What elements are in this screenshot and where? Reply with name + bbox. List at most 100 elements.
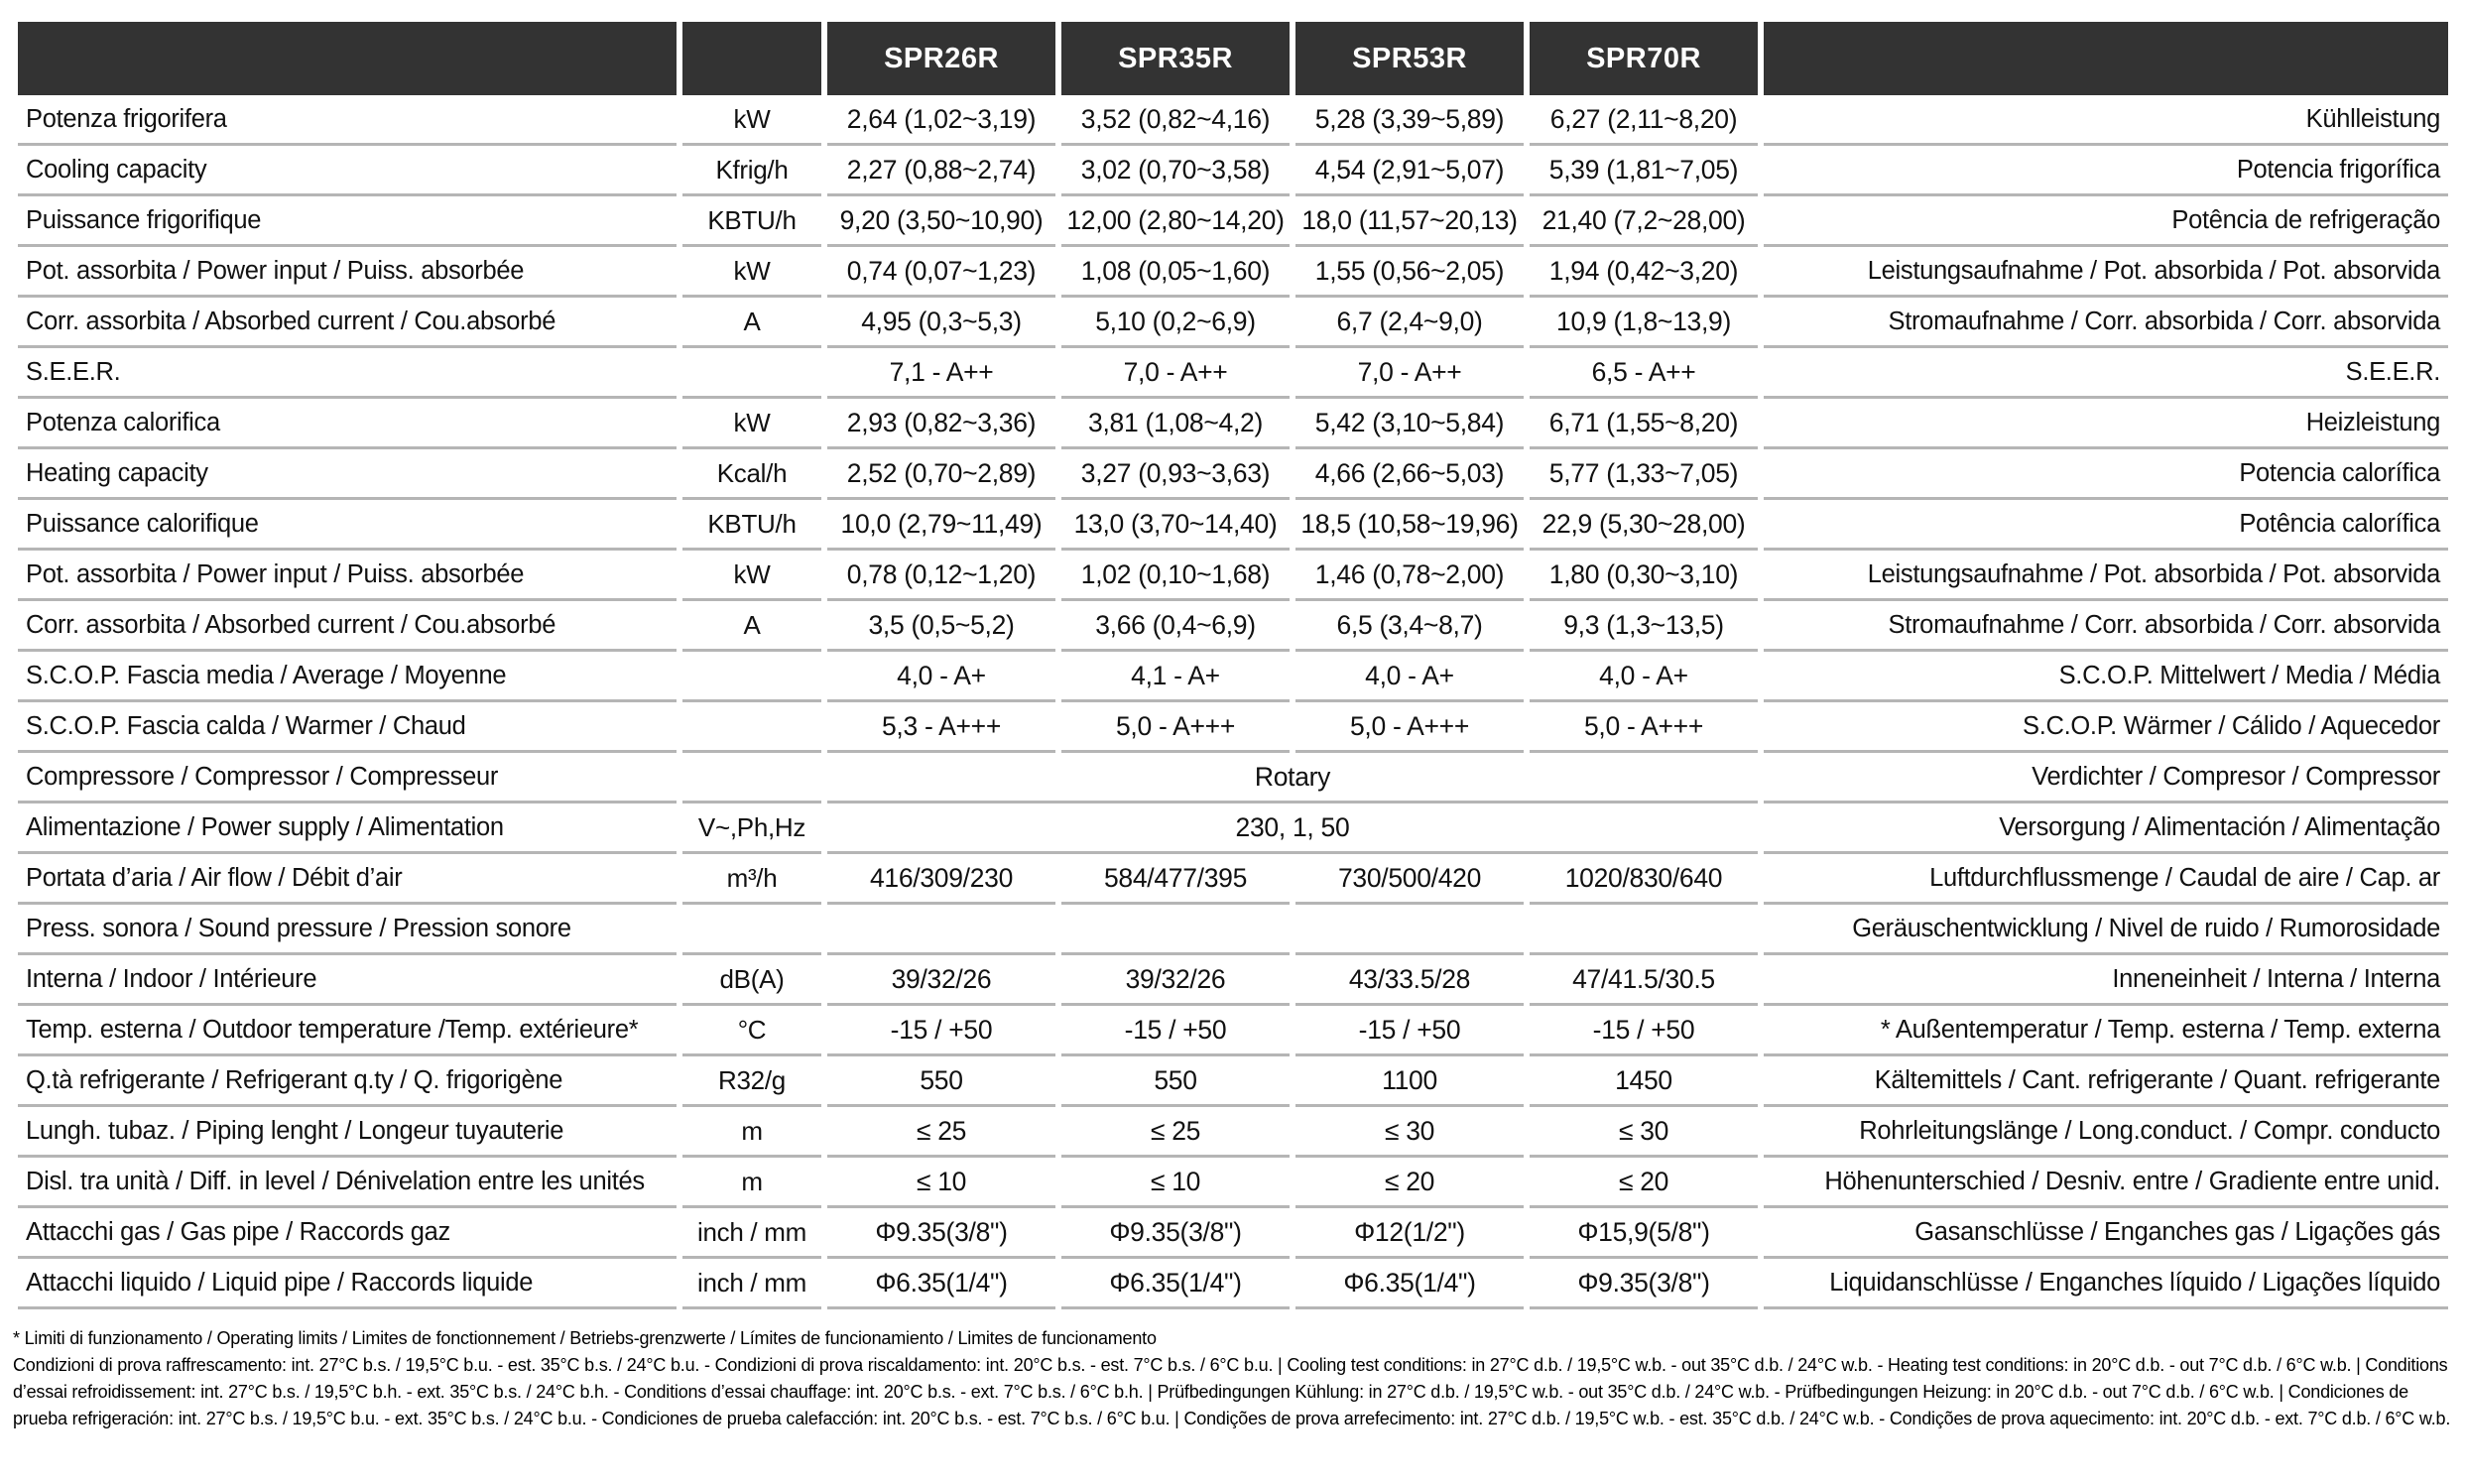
- row-value-spr53r: 4,54 (2,91~5,07): [1295, 146, 1524, 196]
- row-value-spr53r: 43/33.5/28: [1295, 955, 1524, 1006]
- row-unit: [682, 652, 821, 702]
- row-value-spr53r: 5,0 - A+++: [1295, 702, 1524, 753]
- row-value-spr53r: ≤ 30: [1295, 1107, 1524, 1158]
- row-label-left: Disl. tra unità / Diff. in level / Déniv…: [18, 1158, 677, 1208]
- row-label-right: Stromaufnahme / Corr. absorbida / Corr. …: [1764, 601, 2448, 652]
- row-value-spr26r: [827, 905, 1055, 955]
- row-value-spr35r: 3,81 (1,08~4,2): [1061, 399, 1290, 449]
- row-value-spr70r: -15 / +50: [1530, 1006, 1758, 1056]
- row-unit: R32/g: [682, 1056, 821, 1107]
- table-row: Potenza calorifica kW 2,93 (0,82~3,36) 3,81…: [18, 399, 2448, 449]
- row-value-spr26r: 39/32/26: [827, 955, 1055, 1006]
- row-value-spr53r: 730/500/420: [1295, 854, 1524, 905]
- row-value-spr26r: ≤ 25: [827, 1107, 1055, 1158]
- model-header-spr70r: SPR70R: [1530, 22, 1758, 95]
- row-value-spr70r: 4,0 - A+: [1530, 652, 1758, 702]
- row-value-spr26r: 3,5 (0,5~5,2): [827, 601, 1055, 652]
- row-value-spr26r: 4,0 - A+: [827, 652, 1055, 702]
- row-value-spr70r: 5,39 (1,81~7,05): [1530, 146, 1758, 196]
- table-row: Portata d’aria / Air flow / Débit d’air m…: [18, 854, 2448, 905]
- row-label-left: Alimentazione / Power supply / Alimentat…: [18, 804, 677, 854]
- row-value-spr53r: 4,66 (2,66~5,03): [1295, 449, 1524, 500]
- row-label-right: Stromaufnahme / Corr. absorbida / Corr. …: [1764, 298, 2448, 348]
- row-unit: °C: [682, 1006, 821, 1056]
- table-row: Potenza frigorifera kW 2,64 (1,02~3,19) 3,5…: [18, 95, 2448, 146]
- row-value-spr26r: 4,95 (0,3~5,3): [827, 298, 1055, 348]
- row-value-spr70r: [1530, 905, 1758, 955]
- row-value-spr35r: 3,27 (0,93~3,63): [1061, 449, 1290, 500]
- row-value-spr70r: 1,94 (0,42~3,20): [1530, 247, 1758, 298]
- row-unit: kW: [682, 399, 821, 449]
- row-label-left: Portata d’aria / Air flow / Débit d’air: [18, 854, 677, 905]
- table-row: Corr. assorbita / Absorbed current / Cou…: [18, 601, 2448, 652]
- row-value-spr53r: 6,7 (2,4~9,0): [1295, 298, 1524, 348]
- row-value-spr26r: -15 / +50: [827, 1006, 1055, 1056]
- row-value-spr53r: 1,55 (0,56~2,05): [1295, 247, 1524, 298]
- row-unit: A: [682, 601, 821, 652]
- table-row: Q.tà refrigerante / Refrigerant q.ty / Q…: [18, 1056, 2448, 1107]
- row-label-right: S.C.O.P. Mittelwert / Media / Média: [1764, 652, 2448, 702]
- row-unit: m: [682, 1158, 821, 1208]
- row-value-spr26r: 5,3 - A+++: [827, 702, 1055, 753]
- header-unit-spacer: [682, 22, 821, 95]
- test-conditions-note: Condizioni di prova raffrescamento: int.…: [13, 1355, 2451, 1428]
- row-label-right: S.E.E.R.: [1764, 348, 2448, 399]
- row-unit: [682, 905, 821, 955]
- row-label-left: Corr. assorbita / Absorbed current / Cou…: [18, 298, 677, 348]
- row-label-right: Kühlleistung: [1764, 95, 2448, 146]
- row-unit: Kcal/h: [682, 449, 821, 500]
- model-header-spr26r: SPR26R: [827, 22, 1055, 95]
- row-value-spr70r: Φ15,9(5/8"): [1530, 1208, 1758, 1259]
- row-value-spr53r: 4,0 - A+: [1295, 652, 1524, 702]
- row-value-spr26r: 0,74 (0,07~1,23): [827, 247, 1055, 298]
- table-row: Cooling capacity Kfrig/h 2,27 (0,88~2,74) 3…: [18, 146, 2448, 196]
- row-value-spr53r: [1295, 905, 1524, 955]
- row-unit: kW: [682, 551, 821, 601]
- row-unit: m: [682, 1107, 821, 1158]
- row-label-right: Gasanschlüsse / Enganches gas / Ligações…: [1764, 1208, 2448, 1259]
- row-unit: [682, 348, 821, 399]
- row-value-spr70r: 10,9 (1,8~13,9): [1530, 298, 1758, 348]
- row-value-spr35r: Φ6.35(1/4"): [1061, 1259, 1290, 1309]
- row-label-right: Rohrleitungslänge / Long.conduct. / Comp…: [1764, 1107, 2448, 1158]
- row-value-spr26r: 416/309/230: [827, 854, 1055, 905]
- row-label-right: Liquidanschlüsse / Enganches líquido / L…: [1764, 1259, 2448, 1309]
- spec-table-body: Potenza frigorifera kW 2,64 (1,02~3,19) 3,5…: [18, 95, 2448, 1309]
- row-unit: inch / mm: [682, 1259, 821, 1309]
- row-value-spr26r: 2,52 (0,70~2,89): [827, 449, 1055, 500]
- row-value-spr53r: 1,46 (0,78~2,00): [1295, 551, 1524, 601]
- table-row: Heating capacity Kcal/h 2,52 (0,70~2,89) 3,…: [18, 449, 2448, 500]
- row-value-spr26r: 2,93 (0,82~3,36): [827, 399, 1055, 449]
- row-value-spr70r: 1020/830/640: [1530, 854, 1758, 905]
- row-value-spr53r: 1100: [1295, 1056, 1524, 1107]
- row-label-right: Inneneinheit / Interna / Interna: [1764, 955, 2448, 1006]
- row-label-right: Leistungsaufnahme / Pot. absorbida / Pot…: [1764, 551, 2448, 601]
- row-value-spr53r: 18,0 (11,57~20,13): [1295, 196, 1524, 247]
- row-label-right: Leistungsaufnahme / Pot. absorbida / Pot…: [1764, 247, 2448, 298]
- row-value-spr53r: 7,0 - A++: [1295, 348, 1524, 399]
- row-value-spr70r: 5,0 - A+++: [1530, 702, 1758, 753]
- row-value-spr26r: Φ9.35(3/8"): [827, 1208, 1055, 1259]
- row-label-left: Cooling capacity: [18, 146, 677, 196]
- header-row: SPR26R SPR35R SPR53R SPR70R: [18, 22, 2448, 95]
- row-value-spr35r: 3,52 (0,82~4,16): [1061, 95, 1290, 146]
- row-unit: A: [682, 298, 821, 348]
- row-value-spr35r: 550: [1061, 1056, 1290, 1107]
- row-label-right: Höhenunterschied / Desniv. entre / Gradi…: [1764, 1158, 2448, 1208]
- row-label-right: Verdichter / Compresor / Compressor: [1764, 753, 2448, 804]
- row-unit: [682, 753, 821, 804]
- row-label-right: Potencia calorífica: [1764, 449, 2448, 500]
- row-value-spr53r: ≤ 20: [1295, 1158, 1524, 1208]
- operating-limits-note: * Limiti di funzionamento / Operating li…: [13, 1328, 1157, 1348]
- row-label-left: Potenza frigorifera: [18, 95, 677, 146]
- row-value-spr26r: 0,78 (0,12~1,20): [827, 551, 1055, 601]
- row-value-spr53r: 18,5 (10,58~19,96): [1295, 500, 1524, 551]
- table-row: Temp. esterna / Outdoor temperature /Tem…: [18, 1006, 2448, 1056]
- row-value-spr53r: -15 / +50: [1295, 1006, 1524, 1056]
- row-value-spr53r: 5,28 (3,39~5,89): [1295, 95, 1524, 146]
- row-value-spr35r: -15 / +50: [1061, 1006, 1290, 1056]
- model-header-spr53r: SPR53R: [1295, 22, 1524, 95]
- table-row: Interna / Indoor / Intérieure dB(A) 39/32/…: [18, 955, 2448, 1006]
- row-label-left: Attacchi liquido / Liquid pipe / Raccord…: [18, 1259, 677, 1309]
- row-value-spr70r: 6,5 - A++: [1530, 348, 1758, 399]
